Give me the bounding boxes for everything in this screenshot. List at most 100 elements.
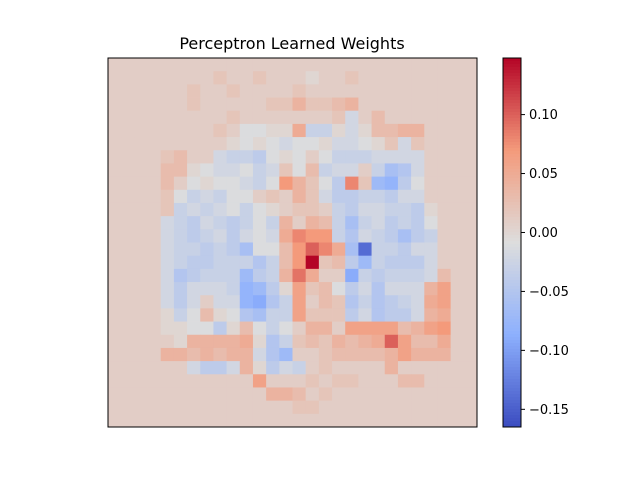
heatmap-cell [358, 295, 372, 309]
heatmap-cell [173, 242, 188, 257]
heatmap-cell [160, 202, 175, 217]
heatmap-cell [384, 242, 399, 257]
heatmap-cell [332, 295, 346, 309]
heatmap-cell [108, 308, 122, 322]
colorbar-segment [503, 166, 521, 170]
heatmap-cell [450, 216, 465, 230]
heatmap-cell [450, 361, 465, 375]
heatmap-cell [213, 150, 228, 164]
colorbar-tick-label: −0.15 [529, 403, 569, 418]
heatmap-cell [134, 374, 148, 388]
heatmap-cell [134, 295, 148, 309]
heatmap-cell [226, 150, 241, 164]
heatmap-cell [424, 176, 438, 191]
heatmap-cell [358, 387, 372, 402]
colorbar-segment [503, 157, 521, 161]
heatmap-cell [332, 216, 346, 230]
heatmap-cell [397, 361, 412, 375]
colorbar-segment [503, 301, 521, 305]
heatmap-cell [108, 242, 122, 257]
heatmap-cell [424, 361, 438, 375]
heatmap-cell [213, 229, 228, 243]
heatmap-cell [318, 202, 333, 217]
heatmap-cell [160, 110, 175, 125]
heatmap-cell [371, 347, 386, 362]
heatmap-cell [332, 58, 346, 72]
heatmap-cell [371, 374, 386, 388]
heatmap-cell [397, 242, 412, 257]
heatmap-cell [121, 282, 135, 296]
heatmap-cell [450, 163, 465, 178]
heatmap-cell [305, 347, 320, 362]
heatmap-cell [371, 268, 386, 283]
heatmap-cell [147, 97, 162, 112]
heatmap-cell [463, 176, 478, 191]
heatmap-cell [200, 361, 214, 375]
heatmap-cell [200, 110, 214, 125]
heatmap-cell [397, 255, 412, 270]
heatmap-cell [424, 400, 438, 415]
heatmap-cell [108, 216, 122, 230]
heatmap-cell [226, 374, 241, 388]
heatmap-cell [450, 176, 465, 191]
heatmap-cell [173, 413, 188, 428]
heatmap-cell [463, 163, 478, 178]
heatmap-cell [279, 110, 293, 125]
heatmap-cell [397, 202, 412, 217]
heatmap-cell [345, 268, 359, 283]
heatmap-cell [266, 400, 280, 415]
heatmap-cell [384, 176, 399, 191]
heatmap-cell [345, 361, 359, 375]
heatmap-cell [318, 255, 333, 270]
heatmap-cell [252, 123, 267, 138]
heatmap-cell [173, 110, 188, 125]
colorbar-segment [503, 418, 521, 422]
heatmap-cell [463, 387, 478, 402]
heatmap-cell [332, 176, 346, 191]
colorbar-tick-label: 0.10 [529, 108, 558, 123]
heatmap-cell [305, 216, 320, 230]
heatmap-cell [397, 308, 412, 322]
heatmap-cell [411, 282, 425, 296]
heatmap-cell [226, 242, 241, 257]
heatmap-cell [292, 137, 307, 151]
heatmap-cell [305, 137, 320, 151]
heatmap-cell [279, 308, 293, 322]
colorbar-segment [503, 325, 521, 329]
colorbar-segment [503, 409, 521, 413]
heatmap-cell [279, 216, 293, 230]
colorbar-segment [503, 244, 521, 248]
heatmap-cell [305, 361, 320, 375]
heatmap-cell [279, 321, 293, 336]
heatmap-cell [173, 295, 188, 309]
heatmap-cell [147, 334, 162, 349]
colorbar-segment [503, 67, 521, 71]
heatmap-cell [397, 176, 412, 191]
heatmap-cell [318, 282, 333, 296]
heatmap-cell [147, 347, 162, 362]
heatmap-cell [252, 189, 267, 204]
heatmap-cell [187, 110, 201, 125]
heatmap-cell [384, 334, 399, 349]
colorbar-segment [503, 361, 521, 365]
heatmap-cell [463, 58, 478, 72]
heatmap-cell [266, 334, 280, 349]
heatmap-cell [252, 84, 267, 98]
heatmap-cell [358, 229, 372, 243]
colorbar-segment [503, 415, 521, 419]
heatmap-cell [187, 413, 201, 428]
heatmap-cell [450, 58, 465, 72]
colorbar-segment [503, 148, 521, 152]
heatmap-cell [173, 229, 188, 243]
heatmap-cell [187, 229, 201, 243]
heatmap-cell [437, 374, 452, 388]
heatmap-cell [437, 84, 452, 98]
heatmap-cell [358, 255, 372, 270]
colorbar-segment [503, 163, 521, 167]
heatmap-cell [424, 202, 438, 217]
heatmap-cell [252, 321, 267, 336]
colorbar-segment [503, 181, 521, 185]
heatmap-cell [318, 84, 333, 98]
heatmap-cell [173, 163, 188, 178]
heatmap-cell [332, 334, 346, 349]
